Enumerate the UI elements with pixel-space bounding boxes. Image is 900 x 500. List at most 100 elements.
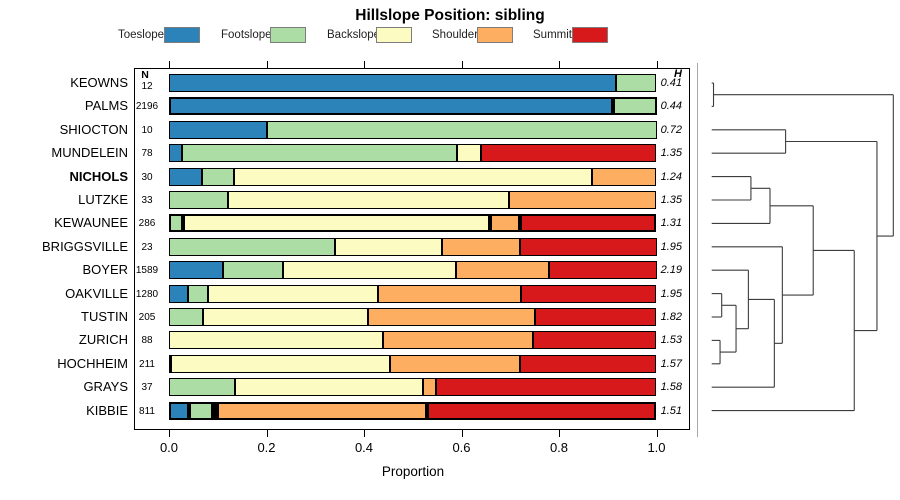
bar-segment-backslope (171, 354, 390, 373)
bar-segment-toeslope (169, 261, 224, 280)
bar-segment-toeslope (169, 144, 182, 163)
x-tick (364, 430, 365, 437)
stacked-bar-hochheim (169, 354, 657, 373)
legend-label-toeslope: Toeslope (118, 29, 165, 41)
x-tick-label: 0.6 (452, 440, 471, 455)
stacked-bar-briggsville (169, 237, 657, 256)
series-label-kewaunee: KEWAUNEE (54, 215, 128, 231)
stacked-bar-keowns (169, 74, 657, 92)
bar-segment-footslope (169, 191, 228, 209)
bar-segment-summit (426, 401, 657, 420)
x-tick-top (169, 61, 170, 68)
bar-segment-shoulder (442, 237, 520, 256)
bar-segment-footslope (266, 120, 657, 139)
bar-segment-toeslope (169, 120, 267, 139)
n-value-grays: 37 (141, 382, 153, 394)
series-label-hochheim: HOCHHEIM (57, 355, 128, 371)
bar-segment-shoulder (368, 308, 536, 326)
legend-label-shoulder: Shoulder (432, 29, 479, 41)
h-column-header: H (674, 68, 682, 80)
n-value-mundelein: 78 (141, 148, 153, 160)
h-value-oakville: 1.95 (660, 287, 682, 300)
x-tick-label: 0.0 (159, 440, 179, 455)
h-value-briggsville: 1.95 (660, 240, 682, 253)
bar-segment-shoulder (490, 214, 520, 233)
legend-swatch-backslope (376, 27, 412, 43)
stacked-bar-boyer (169, 261, 657, 280)
stacked-bar-kewaunee (169, 214, 657, 233)
n-value-kewaunee: 286 (138, 218, 156, 230)
bar-segment-backslope (227, 191, 509, 209)
bar-segment-backslope (207, 284, 379, 303)
stacked-bar-mundelein (169, 144, 657, 163)
series-label-briggsville: BRIGGSVILLE (42, 238, 128, 254)
bar-segment-backslope (234, 378, 424, 397)
stacked-bar-palms (169, 97, 657, 116)
x-tick-top (266, 61, 268, 68)
x-tick-label: 1.0 (647, 440, 666, 455)
series-label-grays: GRAYS (83, 379, 128, 395)
series-label-zurich: ZURICH (78, 332, 128, 348)
bar-segment-backslope (282, 261, 457, 280)
bar-segment-toeslope (169, 401, 189, 420)
h-value-shiocton: 0.72 (660, 123, 682, 136)
bar-segment-footslope (169, 237, 335, 256)
n-value-zurich: 88 (141, 335, 153, 347)
bar-segment-footslope (169, 354, 172, 373)
series-label-lutzke: LUTZKE (78, 192, 128, 207)
x-tick (169, 430, 170, 437)
h-value-kewaunee: 1.31 (660, 217, 682, 230)
stacked-bar-grays (169, 378, 657, 397)
bar-segment-backslope (182, 214, 491, 233)
bar-segment-summit (436, 378, 657, 397)
bar-segment-backslope (212, 401, 218, 420)
series-label-tustin: TUSTIN (81, 309, 128, 324)
bar-segment-footslope (181, 144, 457, 163)
h-value-boyer: 2.19 (660, 264, 682, 277)
bar-segment-footslope (169, 214, 183, 233)
bar-segment-shoulder (508, 191, 657, 209)
bar-segment-backslope (234, 167, 592, 186)
bar-segment-summit (481, 144, 657, 163)
series-label-kibbie: KIBBIE (86, 402, 128, 418)
bar-segment-shoulder (456, 261, 550, 280)
bar-segment-shoulder (217, 401, 427, 420)
bar-segment-toeslope (169, 284, 188, 303)
h-value-grays: 1.58 (660, 381, 682, 394)
series-label-palms: PALMS (84, 98, 128, 114)
stacked-bar-lutzke (169, 191, 657, 209)
bar-segment-footslope (612, 97, 657, 116)
n-value-nichols: 30 (141, 171, 153, 183)
stacked-bar-shiocton (169, 120, 657, 139)
bar-segment-toeslope (169, 97, 613, 116)
series-label-boyer: BOYER (82, 262, 128, 278)
bar-segment-summit (549, 261, 657, 280)
bar-segment-summit (535, 308, 657, 326)
h-value-keowns: 0.41 (660, 77, 682, 89)
x-tick-label: 0.4 (354, 440, 374, 455)
bar-segment-backslope (169, 331, 383, 350)
n-value-kibbie: 811 (139, 405, 155, 417)
stacked-bar-nichols (169, 167, 657, 186)
x-tick-top (364, 61, 365, 68)
bar-segment-footslope (169, 378, 235, 397)
n-value-oakville: 1280 (135, 288, 159, 300)
bar-segment-shoulder (389, 354, 520, 373)
series-label-shiocton: SHIOCTON (59, 121, 128, 137)
bar-segment-footslope (169, 308, 203, 326)
series-label-mundelein: MUNDELEIN (51, 145, 128, 161)
h-value-palms: 0.44 (660, 100, 682, 113)
bar-segment-shoulder (378, 284, 522, 303)
stacked-bar-tustin (169, 308, 657, 326)
x-tick-top (656, 61, 658, 68)
stacked-bar-zurich (169, 331, 657, 350)
bar-segment-toeslope (169, 74, 617, 92)
n-value-keowns: 12 (141, 81, 153, 92)
h-value-tustin: 1.82 (660, 311, 682, 323)
h-value-kibbie: 1.51 (660, 404, 682, 417)
legend-label-backslope: Backslope (327, 29, 381, 41)
x-tick-top (559, 61, 560, 68)
legend-label-footslope: Footslope (221, 29, 272, 41)
bar-segment-toeslope (169, 167, 202, 186)
x-tick (559, 430, 560, 437)
